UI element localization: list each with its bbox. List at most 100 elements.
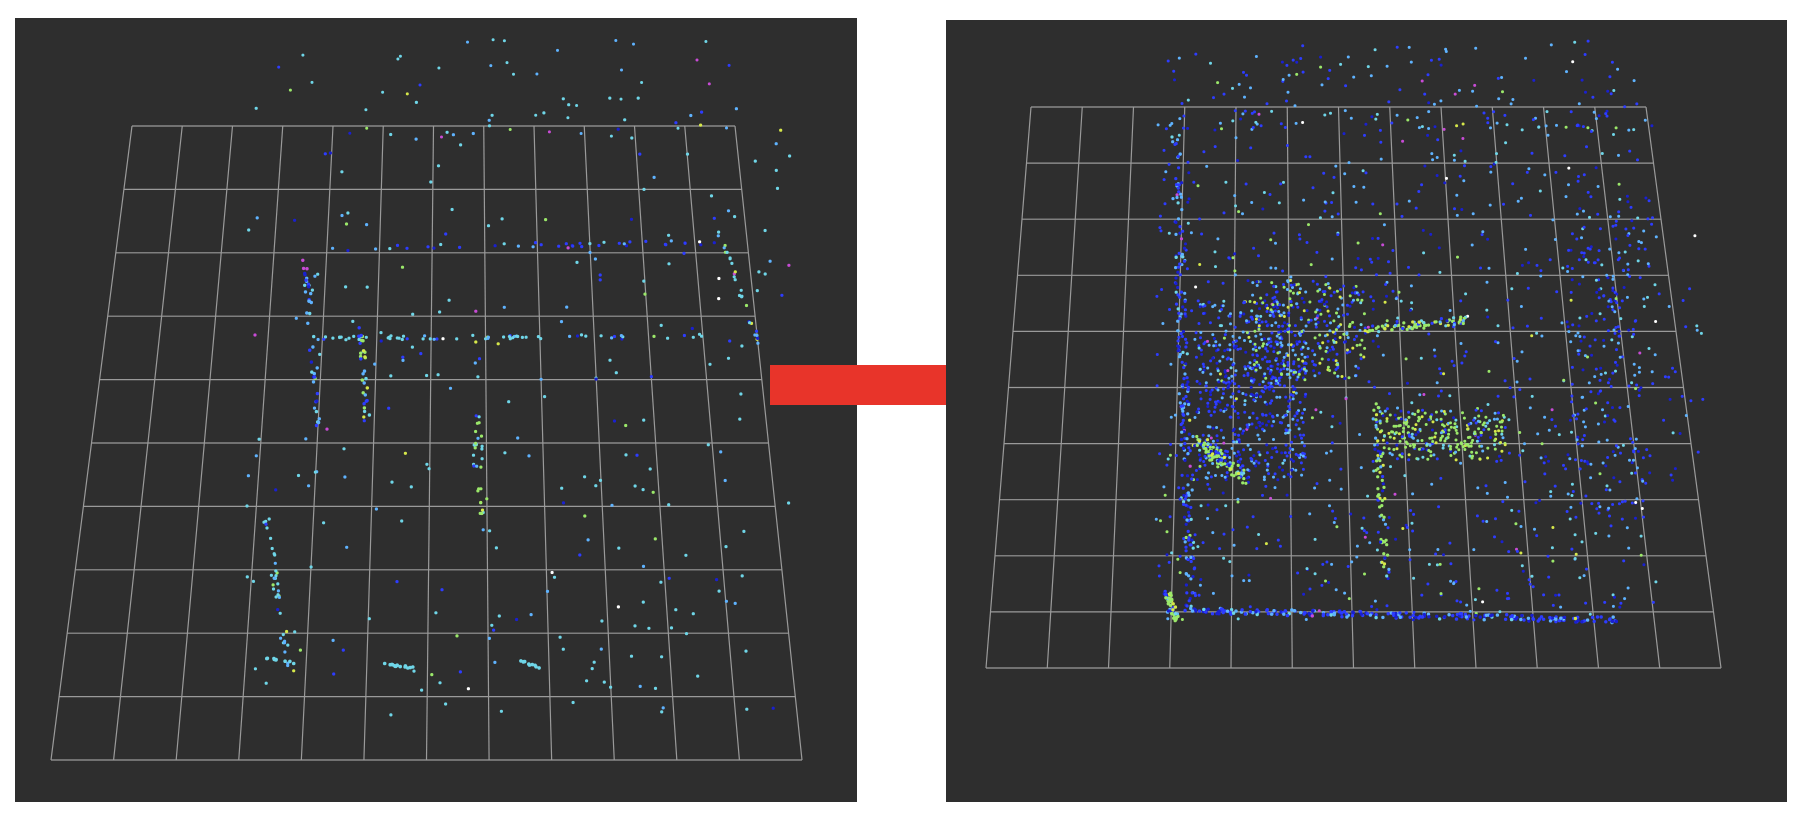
point	[698, 240, 702, 244]
point	[787, 263, 791, 267]
point	[1342, 284, 1346, 288]
point	[1279, 372, 1283, 376]
point	[1346, 55, 1350, 59]
point	[1176, 270, 1180, 274]
point	[1614, 360, 1617, 364]
point	[1499, 441, 1502, 444]
point	[1212, 96, 1215, 100]
point	[1266, 611, 1271, 616]
point	[414, 100, 418, 104]
point	[1520, 350, 1524, 354]
point	[1606, 381, 1610, 385]
point	[1378, 450, 1382, 454]
point	[1614, 444, 1618, 448]
point	[1177, 335, 1181, 339]
point	[1626, 234, 1630, 237]
point	[1300, 352, 1304, 356]
point	[1286, 328, 1290, 331]
point	[1223, 475, 1227, 479]
point	[1356, 298, 1360, 302]
point	[1673, 467, 1677, 471]
point	[1272, 284, 1276, 288]
point	[361, 349, 366, 353]
point	[1283, 609, 1287, 613]
point	[1620, 517, 1624, 521]
point	[1382, 562, 1387, 566]
point	[1295, 342, 1299, 346]
point	[1564, 195, 1568, 199]
point	[1269, 340, 1273, 344]
point	[1551, 559, 1555, 563]
point	[1268, 387, 1271, 391]
point	[255, 216, 259, 220]
point	[1340, 611, 1344, 615]
point	[1435, 174, 1439, 177]
point	[1251, 293, 1255, 297]
point	[1333, 337, 1337, 341]
point	[1637, 370, 1641, 374]
point	[1260, 389, 1264, 393]
point	[1347, 161, 1351, 165]
point	[1414, 615, 1418, 619]
point	[1387, 567, 1391, 572]
point	[1189, 231, 1193, 235]
point	[1586, 260, 1590, 264]
point	[1696, 450, 1700, 454]
point	[1184, 345, 1188, 349]
point	[1174, 220, 1178, 224]
point	[1385, 417, 1389, 421]
point	[1188, 464, 1192, 468]
point	[1448, 541, 1452, 545]
point	[412, 669, 416, 673]
point	[1381, 463, 1385, 467]
point	[303, 290, 308, 294]
point	[1598, 505, 1602, 509]
point	[1348, 294, 1352, 298]
point	[1346, 312, 1349, 316]
point	[1203, 454, 1207, 458]
point	[1187, 402, 1191, 407]
point	[1485, 491, 1489, 495]
point	[1430, 436, 1434, 440]
point	[1285, 288, 1289, 291]
point	[1210, 612, 1215, 616]
point	[1433, 435, 1437, 439]
point	[1254, 334, 1258, 338]
point	[1559, 616, 1563, 620]
point	[1213, 145, 1217, 149]
point	[1270, 109, 1274, 113]
point	[1684, 325, 1688, 329]
point	[1209, 372, 1213, 376]
point	[400, 337, 404, 342]
point	[1430, 321, 1434, 325]
point	[552, 575, 557, 579]
point	[1637, 388, 1641, 392]
point	[1455, 124, 1459, 128]
point	[308, 311, 312, 316]
point	[1589, 195, 1593, 199]
point	[682, 333, 687, 338]
point	[1178, 497, 1182, 501]
point	[1174, 302, 1179, 306]
point	[609, 685, 613, 689]
point	[1298, 433, 1302, 437]
point	[1196, 184, 1200, 188]
point	[1335, 525, 1339, 529]
point	[1241, 392, 1245, 395]
point	[1539, 316, 1543, 320]
point	[1329, 111, 1332, 115]
point	[1457, 448, 1461, 452]
point	[1182, 246, 1187, 250]
point	[1611, 615, 1615, 619]
point	[1399, 409, 1403, 413]
point	[1222, 409, 1226, 413]
point	[276, 608, 280, 612]
point	[1625, 194, 1629, 198]
point	[733, 601, 737, 606]
point	[564, 242, 568, 246]
point	[1187, 493, 1191, 497]
point	[1576, 331, 1580, 335]
point	[1376, 405, 1380, 410]
point	[1289, 393, 1293, 397]
point	[1278, 421, 1282, 424]
